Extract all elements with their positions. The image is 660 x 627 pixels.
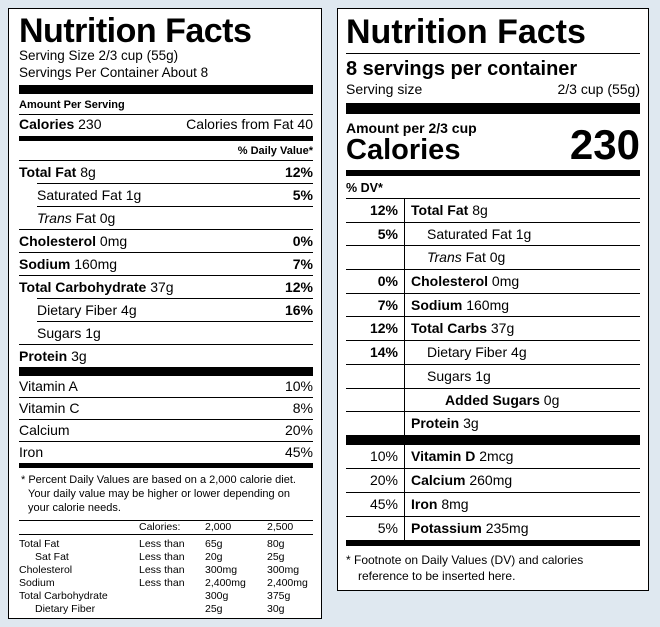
dv-table-row: Total Carbohydrate 300g 375g	[19, 590, 291, 602]
old-daily-values-table: Calories: 2,000 2,500 Total Fat Less tha…	[19, 521, 313, 616]
thick-divider	[19, 367, 313, 376]
new-row-cholesterol: 0% Cholesterol 0mg	[346, 269, 640, 293]
new-footnote: * Footnote on Daily Values (DV) and calo…	[346, 552, 584, 583]
new-row-protein: Protein 3g	[346, 411, 640, 435]
thick-divider	[346, 103, 640, 114]
old-row-total-fat: Total Fat 8g 12%	[19, 160, 313, 183]
old-calories-value: 230	[78, 116, 102, 132]
thick-divider	[346, 434, 640, 445]
dv-table-row: Cholesterol Less than 300mg 300mg	[19, 564, 300, 576]
new-row-saturated-fat: 5% Saturated Fat 1g	[346, 221, 640, 246]
old-row-dietary-fiber: Dietary Fiber 4g 16%	[37, 298, 313, 321]
thick-divider	[19, 85, 313, 94]
old-serving-size: Serving Size 2/3 cup (55g)	[19, 48, 179, 63]
dv-table-header: Calories: 2,000 2,500	[139, 521, 294, 533]
new-serving-size-value: 2/3 cup (55g)	[557, 81, 641, 97]
old-footnote: * Percent Daily Values are based on a 2,…	[21, 474, 296, 514]
medium-divider	[346, 539, 640, 546]
new-row-total-carbs: 12% Total Carbs 37g	[346, 316, 640, 341]
new-label-title: Nutrition Facts	[346, 13, 586, 51]
old-amount-per-serving: Amount Per Serving	[19, 99, 125, 111]
old-row-total-carbohydrate: Total Carbohydrate 37g 12%	[19, 275, 313, 298]
new-nutrition-label: Nutrition Facts 8 servings per container…	[337, 8, 649, 591]
new-servings-per-container: 8 servings per container	[346, 58, 578, 80]
dv-table-row: Total Fat Less than 65g 80g	[19, 538, 285, 550]
dv-table-row: Sat Fat Less than 20g 25g	[35, 551, 285, 563]
new-row-total-fat: 12% Total Fat 8g	[346, 198, 640, 222]
old-row-sugars: Sugars 1g	[37, 321, 313, 344]
old-nutrition-label: Nutrition Facts Serving Size 2/3 cup (55…	[8, 8, 322, 619]
old-calories-from-fat: Calories from Fat 40	[186, 116, 313, 132]
dv-table-row: Dietary Fiber 25g 30g	[35, 603, 285, 615]
thin-divider	[346, 53, 640, 54]
new-row-added-sugars: Added Sugars 0g	[346, 387, 640, 412]
old-row-protein: Protein 3g	[19, 344, 313, 367]
new-serving-size-row: Serving size 2/3 cup (55g)	[346, 80, 640, 98]
new-row-sodium: 7% Sodium 160mg	[346, 292, 640, 317]
old-calories-row: Calories 230 Calories from Fat 40	[19, 114, 313, 136]
new-row-trans-fat: Trans Fat 0g	[346, 245, 640, 270]
new-row-iron: 45% Iron 8mg	[346, 491, 640, 516]
medium-divider	[19, 463, 313, 468]
new-row-sugars: Sugars 1g	[346, 363, 640, 388]
new-row-dietary-fiber: 14% Dietary Fiber 4g	[346, 340, 640, 364]
new-amount-per: Amount per 2/3 cup	[346, 120, 477, 136]
old-row-calcium: Calcium 20%	[19, 419, 313, 441]
new-dv-header: % DV*	[346, 181, 383, 195]
old-dv-header: % Daily Value*	[237, 145, 313, 157]
old-calories-label: Calories	[19, 116, 75, 132]
old-servings-per-container: Servings Per Container About 8	[19, 65, 209, 80]
old-row-saturated-fat: Saturated Fat 1g 5%	[37, 183, 313, 206]
medium-divider	[19, 136, 313, 141]
new-row-potassium: 5% Potassium 235mg	[346, 515, 640, 540]
dv-table-row: Sodium Less than 2,400mg 2,400mg	[19, 577, 308, 589]
thin-divider	[19, 520, 313, 521]
old-row-vitamin-c: Vitamin C 8%	[19, 397, 313, 419]
new-calories-value: 230	[569, 121, 640, 168]
new-row-calcium: 20% Calcium 260mg	[346, 467, 640, 492]
old-label-title: Nutrition Facts	[19, 12, 252, 50]
medium-divider	[346, 170, 640, 176]
old-row-vitamin-a: Vitamin A 10%	[19, 378, 313, 394]
old-row-trans-fat: Trans Fat 0g	[37, 206, 313, 229]
old-row-sodium: Sodium 160mg 7%	[19, 252, 313, 275]
old-row-iron: Iron 45%	[19, 441, 313, 463]
new-calories-row: Calories 230	[346, 124, 640, 167]
old-row-cholesterol: Cholesterol 0mg 0%	[19, 229, 313, 252]
new-serving-size-label: Serving size	[346, 81, 423, 97]
new-row-vitamin-d: 10% Vitamin D 2mcg	[346, 444, 640, 468]
new-calories-label: Calories	[346, 134, 461, 166]
